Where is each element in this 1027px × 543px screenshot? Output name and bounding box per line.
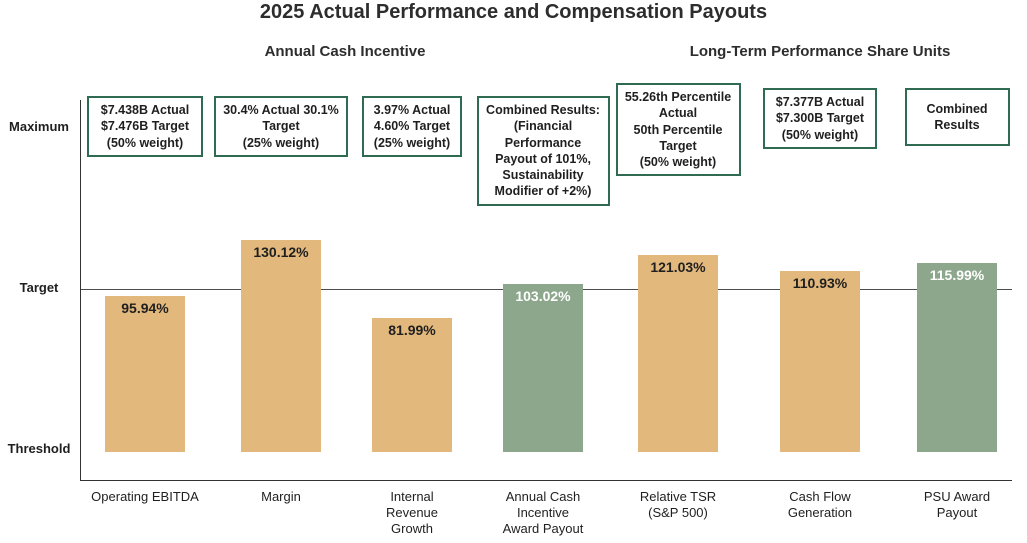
annotation-box-psu-award-payout: Combined Results bbox=[904, 88, 1010, 146]
bar-cash-flow-generation bbox=[780, 271, 860, 452]
annotation-box-margin: 30.4% Actual 30.1% Target (25% weight) bbox=[214, 96, 348, 157]
bar-value-annual-cash-incentive-award-payout: 103.02% bbox=[515, 288, 571, 305]
bar-margin bbox=[241, 239, 321, 452]
section-header-long-term-performance-share-units: Long-Term Performance Share Units bbox=[689, 43, 951, 60]
bar-relative-tsr-s-p-500 bbox=[638, 254, 718, 452]
bar-psu-award-payout bbox=[917, 262, 997, 452]
category-margin: Margin bbox=[261, 489, 301, 504]
x-axis-line bbox=[80, 480, 1012, 481]
annotation-box-cash-flow-generation: $7.377B Actual $7.300B Target (50% weigh… bbox=[763, 88, 877, 149]
bar-operating-ebitda bbox=[105, 295, 185, 452]
bar-value-relative-tsr-s-p-500: 121.03% bbox=[650, 258, 706, 275]
category-relative-tsr-s-p-500: Relative TSR (S&P 500) bbox=[639, 489, 717, 520]
annotation-box-internal-revenue-growth: 3.97% Actual 4.60% Target (25% weight) bbox=[362, 96, 462, 157]
bar-value-margin: 130.12% bbox=[253, 243, 309, 260]
bar-value-cash-flow-generation: 110.93% bbox=[792, 275, 848, 292]
y-axis-line bbox=[80, 100, 81, 480]
annotation-box-annual-cash-incentive-award-payout: Combined Results: (Financial Performance… bbox=[476, 96, 610, 206]
y-axis-label-threshold: Threshold bbox=[7, 441, 71, 456]
annotation-box-relative-tsr-s-p-500: 55.26th Percentile Actual 50th Percentil… bbox=[615, 83, 741, 177]
bar-value-psu-award-payout: 115.99% bbox=[929, 266, 985, 283]
category-cash-flow-generation: Cash Flow Generation bbox=[787, 489, 853, 520]
section-header-annual-cash-incentive: Annual Cash Incentive bbox=[264, 43, 426, 60]
bar-value-operating-ebitda: 95.94% bbox=[121, 299, 169, 316]
category-operating-ebitda: Operating EBITDA bbox=[91, 489, 199, 504]
bar-annual-cash-incentive-award-payout bbox=[503, 284, 583, 452]
annotation-box-operating-ebitda: $7.438B Actual $7.476B Target (50% weigh… bbox=[87, 96, 203, 157]
bar-value-internal-revenue-growth: 81.99% bbox=[388, 322, 436, 339]
chart-title: 2025 Actual Performance and Compensation… bbox=[259, 1, 768, 23]
y-axis-label-target: Target bbox=[19, 280, 59, 295]
bar-internal-revenue-growth bbox=[372, 318, 452, 452]
category-psu-award-payout: PSU Award Payout bbox=[923, 489, 991, 520]
category-annual-cash-incentive-award-payout: Annual Cash Incentive Award Payout bbox=[502, 489, 584, 536]
y-axis-label-maximum: Maximum bbox=[9, 119, 69, 134]
category-internal-revenue-growth: Internal Revenue Growth bbox=[385, 489, 439, 536]
